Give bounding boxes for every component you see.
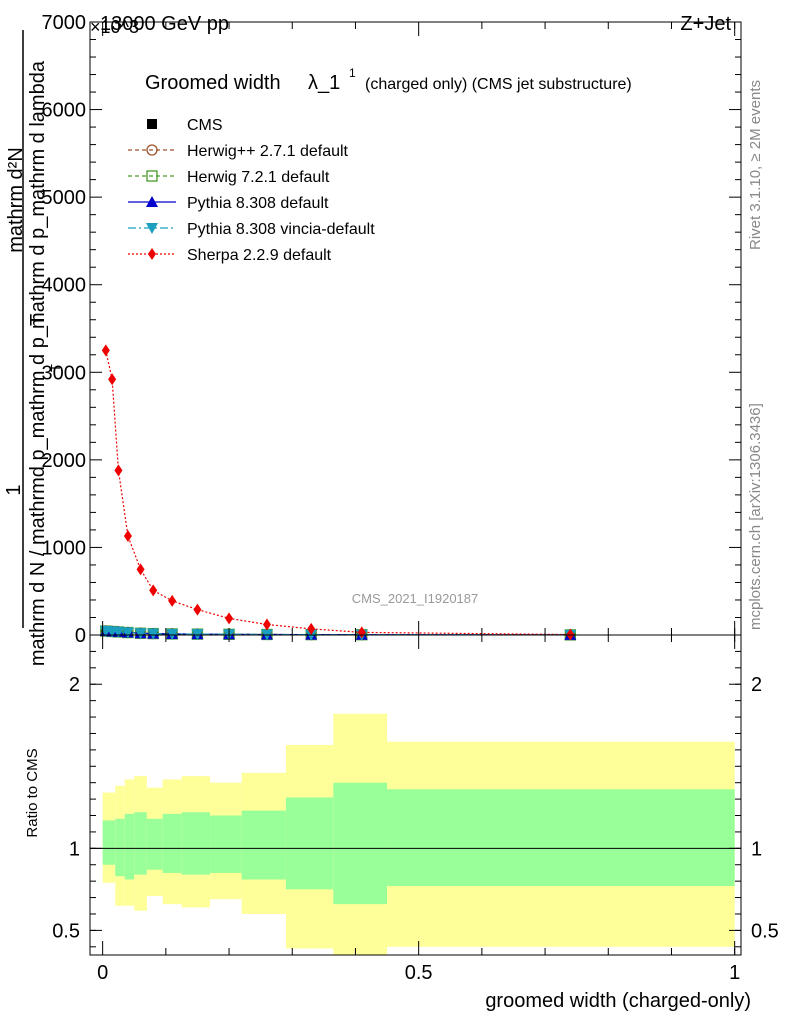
- main-frame: [89, 21, 742, 636]
- ratio-band-inner: [210, 815, 242, 873]
- ratio-ytick-label: 0.5: [52, 920, 80, 942]
- ratio-ytick-label-right: 2: [751, 674, 762, 696]
- legend-label: CMS: [187, 117, 223, 134]
- ratio-band-inner: [333, 782, 388, 905]
- legend-marker: [146, 144, 158, 156]
- analysis-id: CMS_2021_I1920187: [352, 591, 479, 606]
- plot-title: Groomed width λ_1 1 (charged only) (CMS …: [145, 66, 632, 94]
- ratio-band-inner: [146, 818, 163, 870]
- xtick-label: 0: [97, 962, 108, 984]
- title-sup: 1: [349, 66, 356, 80]
- data-point: [225, 612, 234, 625]
- ratio-bands: [102, 713, 735, 955]
- legend-item: CMS: [147, 117, 223, 134]
- main-ytick-label: 5000: [42, 187, 87, 209]
- xtick-label: 0.5: [405, 962, 433, 984]
- data-point: [307, 622, 316, 635]
- series-line: [105, 350, 571, 636]
- legend-label: Herwig 7.2.1 default: [187, 169, 330, 186]
- data-point: [108, 373, 117, 386]
- ratio-y-axis: 0.5 0.5 1 1 2 2: [52, 650, 779, 948]
- ratio-band-inner: [285, 797, 334, 890]
- data-point: [101, 344, 110, 357]
- ylabel-numerator: mathrm d²N: [5, 147, 27, 253]
- main-y-axis: 0 1000 2000 3000 4000 5000 6000 7000: [42, 12, 741, 647]
- main-ytick-label: 7000: [42, 12, 87, 34]
- main-y-label: mathrm d²N mathrm d p_mathrm d lambda 1 …: [3, 30, 63, 666]
- legend-label: Pythia 8.308 vincia-default: [187, 221, 375, 238]
- data-point: [149, 584, 158, 597]
- data-point: [121, 627, 134, 639]
- ylabel-one: 1: [3, 484, 25, 495]
- ratio-ytick-label-right: 1: [751, 838, 762, 860]
- main-panel: 0 1000 2000 3000 4000 5000 6000 7000 CMS_2021_I…: [42, 12, 742, 647]
- legend-item: Pythia 8.308 vincia-default: [128, 221, 375, 238]
- ylabel-numerator-line2: mathrm d p_mathrm d lambda: [27, 60, 49, 329]
- main-ytick-label: 3000: [42, 362, 87, 384]
- title-main: Groomed width: [145, 72, 281, 94]
- x-axis: 0 0.5 1: [97, 22, 740, 984]
- series-5: [101, 344, 575, 641]
- legend-marker: [148, 248, 156, 260]
- ratio-frame: [89, 634, 742, 956]
- data-point: [262, 618, 271, 631]
- ratio-ytick-label-right: 0.5: [751, 920, 779, 942]
- xtick-label: 1: [729, 962, 740, 984]
- header-energy: 13000 GeV pp: [100, 13, 229, 35]
- ratio-band-inner: [124, 813, 135, 880]
- legend-marker: [146, 170, 158, 182]
- legend-item: Herwig++ 2.7.1 default: [128, 143, 349, 160]
- legend: CMS Herwig++ 2.7.1 default Herwig 7.2.1 de…: [128, 117, 375, 264]
- ratio-band-inner: [162, 813, 182, 873]
- main-ytick-label: 4000: [42, 275, 87, 297]
- ratio-band-inner: [387, 789, 735, 887]
- header-process: Z+Jet: [680, 13, 731, 35]
- data-point: [134, 628, 147, 640]
- x-axis-label: groomed width (charged-only): [485, 990, 751, 1012]
- legend-marker: [147, 119, 157, 129]
- data-point: [168, 594, 177, 607]
- legend-item: Herwig 7.2.1 default: [128, 169, 330, 186]
- main-ytick-label: 1000: [42, 537, 87, 559]
- ylabel-denominator-sub: T: [48, 364, 63, 372]
- legend-item: Pythia 8.308 default: [128, 195, 329, 212]
- rivet-label: Rivet 3.1.10, ≥ 2M events: [747, 80, 764, 250]
- legend-label: Sherpa 2.2.9 default: [187, 247, 332, 264]
- title-rest: (charged only) (CMS jet substructure): [365, 76, 632, 93]
- legend-label: Pythia 8.308 default: [187, 195, 329, 212]
- y-exponent: ×10^3: [90, 17, 139, 37]
- data-point: [147, 628, 160, 640]
- data-point: [166, 628, 179, 640]
- data-point: [136, 563, 145, 576]
- ratio-band-inner: [115, 818, 125, 877]
- ratio-ytick-label: 1: [69, 838, 80, 860]
- legend-marker: [146, 196, 158, 207]
- main-series: [99, 344, 577, 641]
- data-point: [112, 626, 125, 638]
- ratio-band-inner: [134, 812, 147, 875]
- data-point: [193, 603, 202, 616]
- main-ytick-label: 2000: [42, 450, 87, 472]
- ratio-band-inner: [102, 820, 116, 865]
- data-point: [123, 530, 132, 543]
- ratio-ytick-label: 2: [69, 674, 80, 696]
- ratio-y-label: Ratio to CMS: [24, 748, 41, 837]
- ratio-panel: 0.5 0.51 12 2 0 0.5 1 Ratio to CMS groomed wi…: [24, 22, 779, 1012]
- legend-item: Sherpa 2.2.9 default: [128, 247, 332, 264]
- main-ytick-label: 6000: [42, 100, 87, 122]
- ratio-band-inner: [241, 810, 286, 880]
- ylabel-denominator: mathrm d N / mathrmd p_mathrm d p_T: [27, 314, 49, 666]
- data-point: [114, 464, 123, 477]
- main-ytick-label: 0: [75, 625, 86, 647]
- legend-marker: [146, 223, 158, 234]
- ratio-band-inner: [181, 812, 211, 875]
- mcplots-label: mcplots.cern.ch [arXiv:1306.3436]: [747, 403, 764, 630]
- title-lambda: λ_1: [308, 72, 340, 94]
- legend-label: Herwig++ 2.7.1 default: [187, 143, 349, 160]
